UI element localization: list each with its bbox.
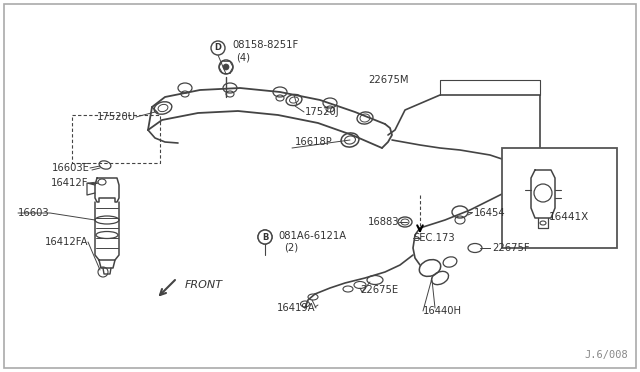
Text: 16419A: 16419A bbox=[277, 303, 316, 313]
Text: 22675E: 22675E bbox=[360, 285, 398, 295]
Text: 08158-8251F: 08158-8251F bbox=[232, 40, 298, 50]
Text: 16412F: 16412F bbox=[51, 178, 88, 188]
Text: 16618P: 16618P bbox=[295, 137, 333, 147]
Text: D: D bbox=[214, 44, 221, 52]
Text: 16603E: 16603E bbox=[52, 163, 90, 173]
Text: 081A6-6121A: 081A6-6121A bbox=[278, 231, 346, 241]
Text: 17520J: 17520J bbox=[305, 107, 340, 117]
Circle shape bbox=[211, 41, 225, 55]
Text: B: B bbox=[262, 232, 268, 241]
Text: 16883: 16883 bbox=[367, 217, 399, 227]
Text: 16412FA: 16412FA bbox=[45, 237, 88, 247]
Text: (2): (2) bbox=[284, 243, 298, 253]
Bar bbox=[502, 148, 617, 248]
Text: 22675M: 22675M bbox=[368, 75, 408, 85]
Text: 17520U: 17520U bbox=[97, 112, 136, 122]
Text: 16440H: 16440H bbox=[423, 306, 462, 316]
Text: SEC.173: SEC.173 bbox=[413, 233, 454, 243]
Text: 22675F: 22675F bbox=[492, 243, 530, 253]
Text: (4): (4) bbox=[236, 52, 250, 62]
Text: 16603: 16603 bbox=[18, 208, 50, 218]
Text: B: B bbox=[262, 232, 268, 241]
Circle shape bbox=[258, 230, 272, 244]
Text: 16454: 16454 bbox=[474, 208, 506, 218]
Text: FRONT: FRONT bbox=[185, 280, 223, 290]
Text: J.6/008: J.6/008 bbox=[584, 350, 628, 360]
Circle shape bbox=[223, 64, 229, 70]
Text: 16441X: 16441X bbox=[549, 212, 589, 222]
